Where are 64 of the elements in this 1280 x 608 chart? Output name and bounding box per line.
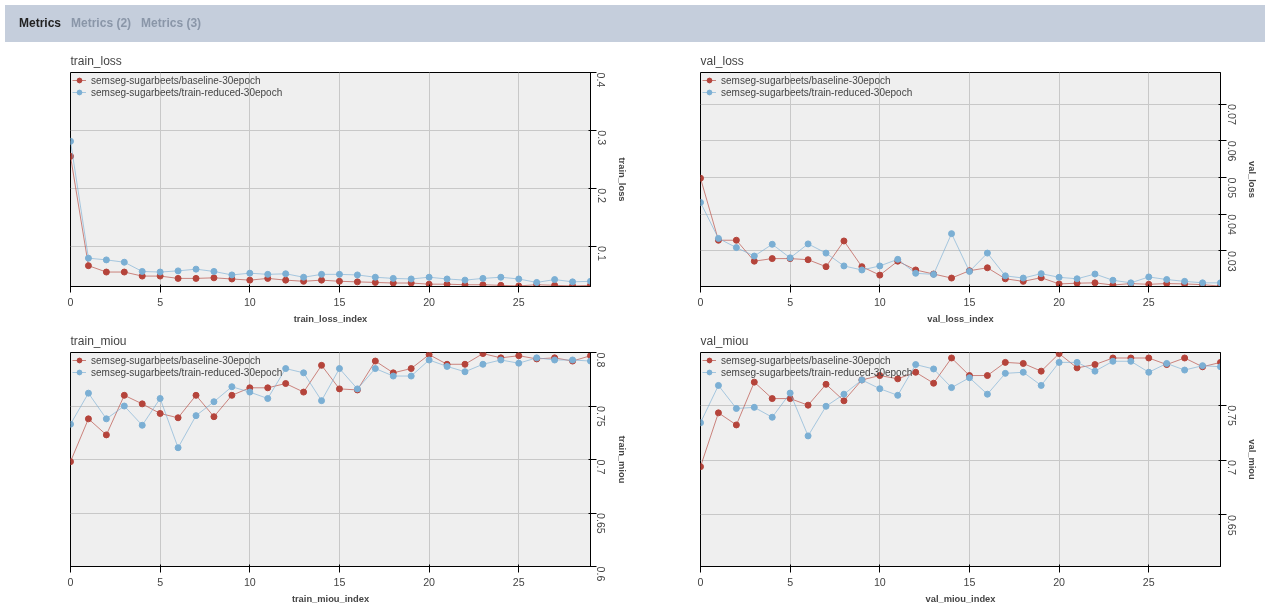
x-tick-label: 0 — [67, 295, 74, 308]
legend-label: semseg-sugarbeets/train-reduced-30epoch — [91, 366, 283, 378]
y-tick-label: 0.3 — [595, 130, 608, 146]
x-tick-label: 20 — [423, 575, 436, 588]
x-axis-title: val_miou_index — [925, 593, 997, 604]
x-tick-label: 25 — [1142, 575, 1155, 588]
chart-title: train_miou — [70, 333, 127, 348]
y-tick-label: 0.1 — [595, 246, 608, 261]
y-tick-label: 0.05 — [1225, 177, 1238, 199]
legend-label: semseg-sugarbeets/baseline-30epoch — [721, 354, 891, 366]
x-tick-label: 20 — [1053, 575, 1066, 588]
x-tick-label: 15 — [333, 295, 346, 308]
x-tick-label: 10 — [873, 295, 886, 308]
x-tick-label: 5 — [787, 295, 794, 308]
y-tick-label: 0.07 — [1225, 104, 1238, 125]
x-tick-label: 0 — [697, 575, 704, 588]
y-axis-title: train_loss — [617, 157, 628, 202]
y-tick-label: 0.04 — [1225, 214, 1238, 235]
x-tick-label: 25 — [512, 295, 525, 308]
legend-label: semseg-sugarbeets/train-reduced-30epoch — [91, 86, 283, 98]
y-tick-label: 0.06 — [1225, 140, 1238, 162]
x-tick-label: 5 — [157, 295, 164, 308]
legend-label: semseg-sugarbeets/train-reduced-30epoch — [721, 366, 913, 378]
y-tick-label: 0.75 — [595, 406, 608, 427]
y-tick-label: 0.2 — [595, 188, 608, 204]
x-tick-label: 10 — [243, 575, 256, 588]
x-tick-label: 5 — [157, 575, 164, 588]
x-tick-label: 10 — [243, 295, 256, 308]
x-tick-label: 25 — [1142, 295, 1155, 308]
y-axis-title: train_miou — [617, 435, 628, 484]
y-tick-label: 0.65 — [1225, 514, 1238, 536]
text: Metrics (3) — [141, 16, 202, 30]
y-tick-label: 0.65 — [595, 513, 608, 534]
x-axis-title: train_miou_index — [291, 593, 370, 604]
chart-title: val_miou — [700, 333, 749, 348]
x-tick-label: 0 — [697, 295, 704, 308]
x-tick-label: 15 — [963, 575, 976, 588]
legend-label: semseg-sugarbeets/baseline-30epoch — [91, 74, 261, 86]
legend-label: semseg-sugarbeets/train-reduced-30epoch — [721, 86, 913, 98]
y-tick-label: 0.8 — [595, 352, 608, 368]
x-tick-label: 10 — [873, 575, 886, 588]
x-axis-title: train_loss_index — [293, 313, 369, 324]
y-axis-title: val_loss — [1247, 161, 1258, 198]
y-tick-label: 0.7 — [595, 459, 608, 475]
y-tick-label: 0.7 — [1225, 460, 1238, 475]
x-tick-label: 15 — [333, 575, 346, 588]
y-tick-label: 0.75 — [1225, 405, 1238, 426]
legend-label: semseg-sugarbeets/baseline-30epoch — [721, 74, 891, 86]
text: Metrics — [19, 16, 62, 30]
y-tick-label: 0.03 — [1225, 250, 1238, 272]
x-tick-label: 20 — [1053, 295, 1066, 308]
x-tick-label: 15 — [963, 295, 976, 308]
x-tick-label: 5 — [787, 575, 794, 588]
y-tick-label: 0.6 — [595, 566, 608, 582]
chart-title: train_loss — [70, 53, 122, 68]
x-tick-label: 0 — [67, 575, 74, 588]
chart-title: val_loss — [700, 53, 744, 68]
x-tick-label: 25 — [512, 575, 525, 588]
text: Metrics (2) — [71, 16, 132, 30]
legend-label: semseg-sugarbeets/baseline-30epoch — [91, 354, 261, 366]
y-tick-label: 0.4 — [595, 72, 608, 88]
x-axis-title: val_loss_index — [927, 313, 995, 324]
y-axis-title: val_miou — [1247, 439, 1258, 481]
x-tick-label: 20 — [423, 295, 436, 308]
